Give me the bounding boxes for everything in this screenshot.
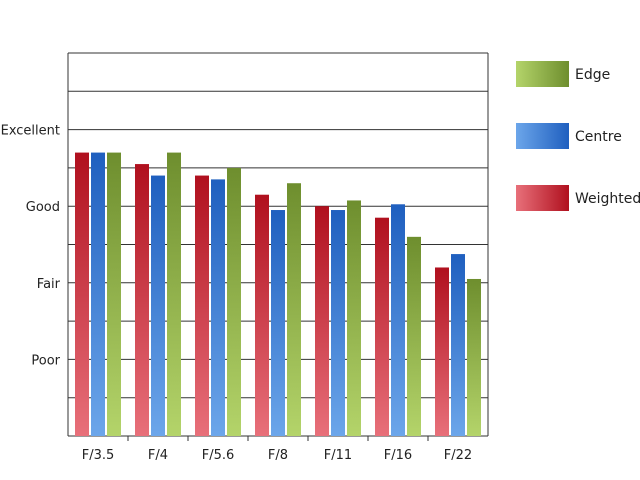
bar-weighted xyxy=(135,164,149,436)
legend-label-weighted: Weighted xyxy=(575,191,640,207)
y-tick-labels: Poor Fair Good Excellent xyxy=(1,124,61,369)
bar-centre xyxy=(151,175,165,436)
legend: Edge Centre Weighted xyxy=(516,61,640,211)
bar-edge xyxy=(227,167,241,436)
x-tick-label: F/22 xyxy=(444,448,472,463)
x-tick-label: F/8 xyxy=(268,448,288,463)
x-tick-label: F/16 xyxy=(384,448,412,463)
bar-centre xyxy=(211,179,225,436)
bars xyxy=(75,152,481,436)
bar-edge xyxy=(107,152,121,436)
legend-label-edge: Edge xyxy=(575,67,610,83)
bar-centre xyxy=(451,254,465,436)
y-tick-label: Fair xyxy=(37,277,61,292)
y-tick-label: Poor xyxy=(31,353,60,368)
bar-weighted xyxy=(375,217,389,436)
x-tick-labels: F/3.5 F/4 F/5.6 F/8 F/11 F/16 F/22 xyxy=(82,448,472,463)
bar-centre xyxy=(271,210,285,436)
legend-swatch-edge xyxy=(516,61,569,87)
bar-weighted xyxy=(255,194,269,436)
y-tick-label: Excellent xyxy=(1,124,60,139)
bar-edge xyxy=(287,183,301,436)
legend-swatch-weighted xyxy=(516,185,569,211)
bar-centre xyxy=(331,210,345,436)
bar-weighted xyxy=(75,152,89,436)
x-tick-label: F/4 xyxy=(148,448,168,463)
bar-weighted xyxy=(195,175,209,436)
y-tick-label: Good xyxy=(26,200,60,215)
bar-weighted xyxy=(315,206,329,436)
bar-centre xyxy=(91,152,105,436)
x-tick-label: F/11 xyxy=(324,448,352,463)
legend-label-centre: Centre xyxy=(575,129,622,145)
legend-swatch-centre xyxy=(516,123,569,149)
bar-weighted xyxy=(435,267,449,436)
bar-edge xyxy=(347,200,361,436)
bar-edge xyxy=(467,278,481,436)
bar-centre xyxy=(391,204,405,436)
bar-edge xyxy=(167,152,181,436)
x-tick-label: F/5.6 xyxy=(202,448,235,463)
bar-edge xyxy=(407,236,421,436)
x-tick-label: F/3.5 xyxy=(82,448,115,463)
